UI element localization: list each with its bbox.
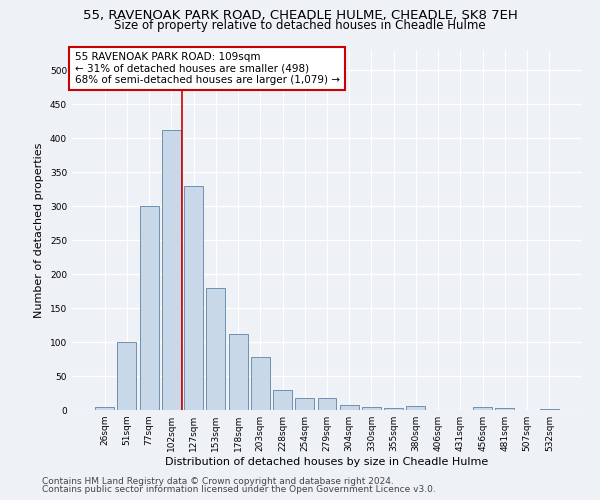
Bar [406,406,425,410]
Bar [251,357,270,410]
Bar [362,406,381,410]
Y-axis label: Number of detached properties: Number of detached properties [34,142,44,318]
Bar [162,130,181,410]
Bar [184,186,203,410]
Bar [273,390,292,410]
Text: 55 RAVENOAK PARK ROAD: 109sqm
← 31% of detached houses are smaller (498)
68% of : 55 RAVENOAK PARK ROAD: 109sqm ← 31% of d… [74,52,340,85]
X-axis label: Distribution of detached houses by size in Cheadle Hulme: Distribution of detached houses by size … [166,457,488,467]
Bar [317,398,337,410]
Text: Contains HM Land Registry data © Crown copyright and database right 2024.: Contains HM Land Registry data © Crown c… [42,477,394,486]
Bar [118,342,136,410]
Bar [340,404,359,410]
Bar [206,288,225,410]
Text: 55, RAVENOAK PARK ROAD, CHEADLE HULME, CHEADLE, SK8 7EH: 55, RAVENOAK PARK ROAD, CHEADLE HULME, C… [83,9,517,22]
Bar [229,334,248,410]
Bar [295,398,314,410]
Bar [473,408,492,410]
Bar [496,408,514,410]
Bar [95,408,114,410]
Text: Size of property relative to detached houses in Cheadle Hulme: Size of property relative to detached ho… [114,19,486,32]
Text: Contains public sector information licensed under the Open Government Licence v3: Contains public sector information licen… [42,485,436,494]
Bar [384,408,403,410]
Bar [140,206,158,410]
Bar [540,408,559,410]
